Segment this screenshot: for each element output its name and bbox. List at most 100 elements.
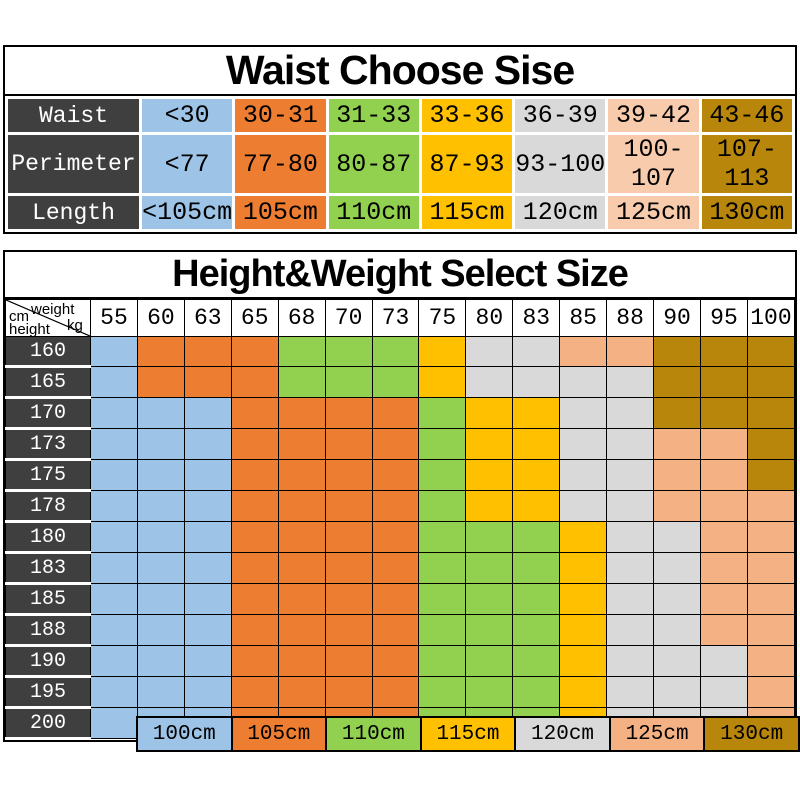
matrix-size-cell [465,459,514,491]
waist-row-label: Waist [8,99,139,132]
matrix-size-cell [699,552,748,584]
matrix-size-cell [465,521,514,553]
matrix-size-cell [559,459,608,491]
matrix-size-cell [136,366,185,398]
weight-header-cell: 68 [277,299,326,337]
matrix-size-cell [653,676,701,708]
matrix-size-cell [465,645,514,677]
waist-table-row: Length <105cm 105cm 110cm 115cm 120cm 125cm 130… [8,196,792,229]
matrix-size-cell [559,521,608,553]
waist-table-row: Waist <30 30-31 31-33 33-36 36-39 39-42 43-46 [8,99,792,132]
matrix-size-cell [183,428,232,460]
matrix-size-cell [371,428,420,460]
waist-value-cell: <30 [142,99,233,132]
matrix-size-cell [90,645,138,677]
matrix-size-cell [230,552,279,584]
height-header-cell: 185 [5,583,91,616]
matrix-size-cell [324,583,373,615]
height-header-cell: 178 [5,490,91,523]
weight-header-cell: 75 [418,299,467,337]
matrix-size-cell [746,366,796,398]
matrix-size-cell [324,428,373,460]
matrix-size-cell [277,614,326,646]
matrix-size-cell [512,397,561,429]
matrix-size-cell [699,614,748,646]
matrix-size-cell [277,459,326,491]
matrix-table-title: Height&Weight Select Size [5,252,795,299]
weight-header-cell: 70 [324,299,373,337]
waist-size-table: Waist Choose Sise Waist <30 30-31 31-33 33-3… [3,45,797,234]
waist-value-cell: 33-36 [421,99,513,132]
matrix-size-cell [606,459,655,491]
matrix-size-cell [465,336,514,367]
matrix-size-cell [512,366,561,398]
matrix-size-cell [746,490,796,522]
matrix-row: 183 [5,552,796,585]
matrix-size-cell [699,336,748,367]
corner-kg-label: kg [67,317,83,334]
matrix-size-cell [277,336,326,367]
matrix-size-cell [230,521,279,553]
matrix-size-cell [699,583,748,615]
matrix-size-cell [465,552,514,584]
waist-value-cell: 120cm [515,196,606,229]
matrix-size-cell [418,676,467,708]
corner-height-label: height [9,321,50,338]
height-header-cell: 183 [5,552,91,585]
weight-header-cell: 85 [559,299,608,337]
matrix-size-cell [183,583,232,615]
matrix-size-cell [559,583,608,615]
matrix-size-cell [512,428,561,460]
matrix-size-cell [324,552,373,584]
matrix-size-cell [418,366,467,398]
matrix-size-cell [136,583,185,615]
matrix-size-cell [230,366,279,398]
matrix-size-cell [465,676,514,708]
matrix-size-cell [418,645,467,677]
height-header-cell: 173 [5,428,91,461]
matrix-size-cell [230,428,279,460]
height-header-cell: 160 [5,336,91,368]
matrix-size-cell [418,552,467,584]
matrix-size-cell [559,428,608,460]
weight-header-cell: 63 [183,299,232,337]
matrix-size-cell [371,366,420,398]
matrix-size-cell [559,552,608,584]
matrix-size-cell [324,645,373,677]
matrix-size-cell [183,336,232,367]
matrix-size-cell [277,583,326,615]
matrix-size-cell [371,552,420,584]
matrix-size-cell [746,583,796,615]
matrix-size-cell [559,336,608,367]
matrix-size-cell [746,645,796,677]
matrix-size-cell [699,521,748,553]
matrix-size-cell [653,645,701,677]
height-header-cell: 190 [5,645,91,678]
matrix-size-cell [512,614,561,646]
waist-value-cell: 30-31 [235,99,326,132]
matrix-size-cell [606,521,655,553]
matrix-size-cell [559,366,608,398]
matrix-size-cell [230,645,279,677]
waist-value-cell: 125cm [608,196,699,229]
waist-table-row: Perimeter <77 77-80 80-87 87-93 93-100 100-107… [8,135,792,193]
matrix-size-cell [324,459,373,491]
legend-item: 130cm [703,716,800,752]
matrix-size-cell [699,645,748,677]
matrix-size-cell [653,336,701,367]
matrix-size-cell [324,490,373,522]
matrix-size-cell [183,459,232,491]
height-header-cell: 165 [5,366,91,399]
waist-value-cell: 36-39 [515,99,606,132]
matrix-size-cell [230,583,279,615]
matrix-size-cell [277,552,326,584]
matrix-size-cell [183,645,232,677]
matrix-size-cell [277,490,326,522]
matrix-size-cell [183,676,232,708]
matrix-size-cell [465,428,514,460]
matrix-size-cell [371,676,420,708]
matrix-size-cell [653,428,701,460]
matrix-size-cell [136,397,185,429]
matrix-size-cell [512,459,561,491]
matrix-size-cell [136,459,185,491]
